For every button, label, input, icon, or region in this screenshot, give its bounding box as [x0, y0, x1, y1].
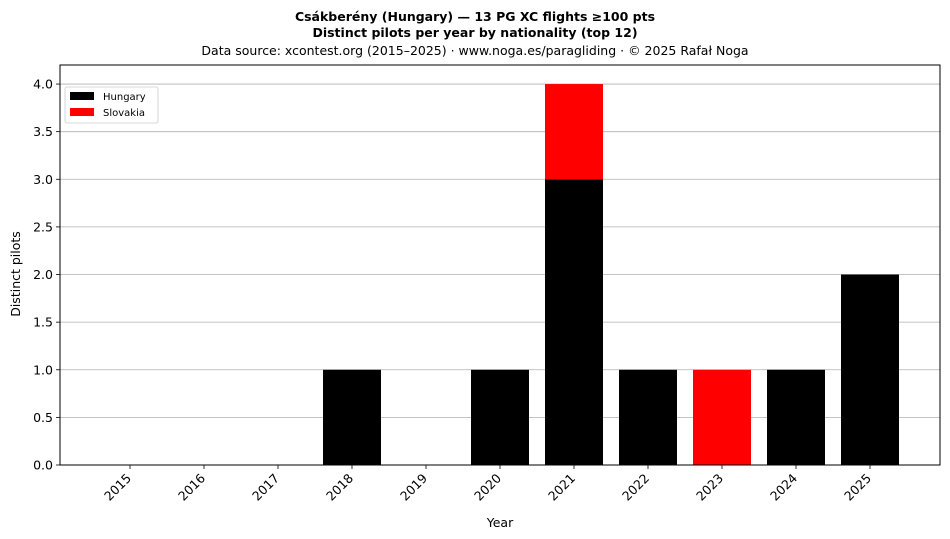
x-tick-label: 2019 — [397, 470, 430, 503]
bar-hungary-2020 — [471, 369, 529, 465]
x-tick-label: 2022 — [619, 471, 652, 504]
y-tick-label: 4.0 — [33, 77, 53, 92]
bar-hungary-2022 — [619, 369, 677, 465]
bar-hungary-2024 — [767, 369, 825, 465]
x-tick-label: 2020 — [471, 470, 504, 503]
bar-hungary-2021 — [545, 179, 603, 466]
bar-slovakia-2023 — [693, 369, 751, 465]
plot-frame — [59, 64, 941, 466]
y-tick-label: 1.0 — [33, 362, 53, 377]
x-tick-label: 2018 — [323, 470, 356, 503]
bars — [323, 84, 899, 466]
x-axis-label: Year — [486, 515, 514, 530]
y-tick-label: 2.5 — [33, 219, 53, 234]
chart-title-line1: Csákberény (Hungary) — 13 PG XC flights … — [295, 9, 655, 24]
legend: Hungary Slovakia — [64, 86, 159, 124]
x-tick-label: 2015 — [101, 471, 134, 504]
y-axis-label: Distinct pilots — [8, 231, 23, 317]
bar-slovakia-2021 — [545, 84, 603, 180]
x-tick-label: 2021 — [545, 471, 578, 504]
y-tick-label: 0.5 — [33, 410, 53, 425]
legend-swatch-hungary — [70, 92, 94, 100]
x-tick-label: 2016 — [175, 470, 208, 503]
y-tick-label: 2.0 — [33, 267, 53, 282]
bar-hungary-2025 — [841, 274, 899, 465]
gridlines — [60, 83, 940, 466]
x-axis-ticks: 2015 2016 2017 2018 2019 2020 2021 2022 2023 2024… — [101, 465, 874, 504]
chart-subtitle: Data source: xcontest.org (2015–2025) · … — [201, 43, 748, 58]
chart-title-line2: Distinct pilots per year by nationality … — [312, 25, 637, 40]
x-tick-label: 2023 — [693, 471, 726, 504]
legend-label-hungary: Hungary — [103, 92, 146, 103]
y-tick-label: 3.0 — [33, 172, 53, 187]
legend-label-slovakia: Slovakia — [103, 108, 145, 119]
x-tick-label: 2024 — [767, 470, 800, 503]
y-axis-ticks: 0.0 0.5 1.0 1.5 2.0 2.5 3.0 3.5 4.0 — [33, 77, 60, 473]
y-tick-label: 3.5 — [33, 124, 53, 139]
x-tick-label: 2025 — [841, 471, 874, 504]
legend-swatch-slovakia — [70, 108, 94, 116]
bar-hungary-2018 — [323, 369, 381, 465]
y-tick-label: 1.5 — [33, 315, 53, 330]
x-tick-label: 2017 — [249, 471, 282, 504]
y-tick-label: 0.0 — [33, 458, 53, 473]
